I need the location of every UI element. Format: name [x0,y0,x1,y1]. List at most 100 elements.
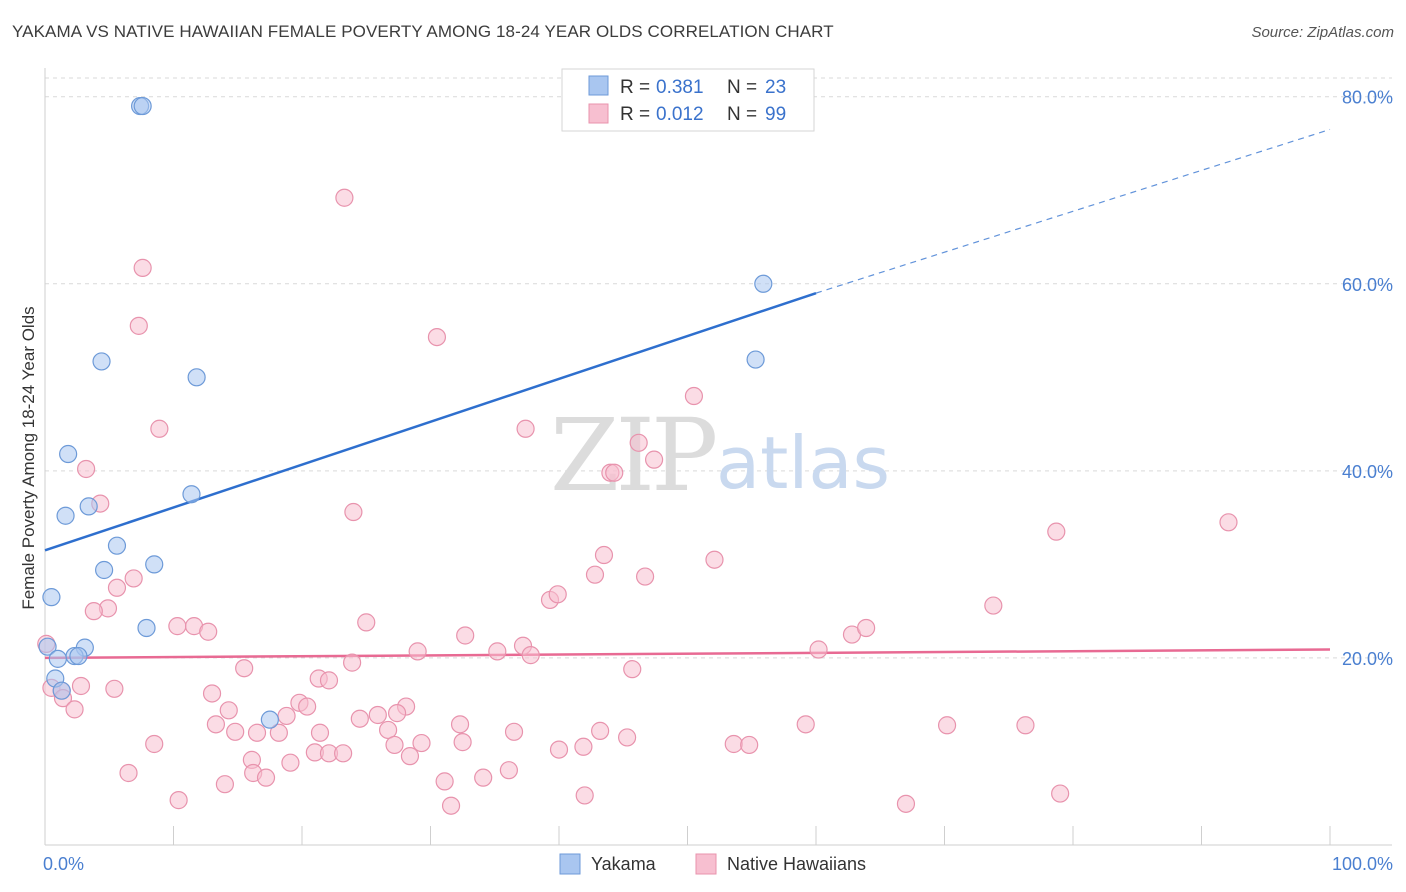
trend-line-1 [44,648,1331,660]
native-hawaiian-point-63 [310,723,330,742]
native-hawaiian-point-13 [344,502,363,522]
native-hawaiian-point-74 [453,733,472,752]
native-hawaiian-point-17 [705,550,724,569]
legend-n-value-native-hawaiians: 99 [765,104,786,125]
correlation-legend: R = 0.381 N = 23 R = 0.012 N = 99 [561,68,815,132]
native-hawaiian-point-20 [124,569,143,588]
yakama-point-7 [56,506,75,525]
legend-n-label-yakama: N = [727,77,757,98]
native-hawaiian-point-79 [740,735,759,755]
native-hawaiian-point-62 [269,723,288,742]
legend-r-value-native-hawaiians: 0.012 [656,104,704,125]
trend-lines [44,128,1331,660]
native-hawaiian-point-97 [1051,784,1070,803]
native-hawaiian-point-39 [343,653,362,672]
native-hawaiian-point-70 [1016,716,1035,735]
native-hawaiian-point-68 [796,715,815,734]
native-hawaiian-point-31 [456,626,475,645]
trend-line-0 [44,291,817,552]
native-hawaiian-point-3 [427,327,447,347]
source-credit: Source: ZipAtlas.com [1251,24,1394,41]
native-hawaiian-point-59 [206,715,226,734]
native-hawaiian-point-1 [133,258,152,277]
native-hawaiian-point-30 [199,622,218,641]
native-hawaiian-point-61 [247,723,267,742]
yakama-point-6 [79,497,98,516]
y-tick-label-40: 40.0% [1342,462,1393,482]
native-hawaiian-point-91 [474,768,493,787]
y-tick-label-60: 60.0% [1342,275,1393,295]
native-hawaiian-point-55 [277,706,296,726]
native-hawaiian-point-8 [644,450,664,469]
native-hawaiian-point-83 [400,747,420,766]
native-hawaiian-point-78 [724,734,743,754]
native-hawaiian-point-56 [368,705,387,725]
trend-line-extension-0 [815,128,1331,294]
watermark-zip: ZIP [550,397,715,514]
native-hawaiian-point-28 [168,617,187,636]
native-hawaiian-point-41 [623,660,642,679]
native-hawaiian-point-72 [385,735,404,755]
native-hawaiian-point-65 [450,715,470,734]
native-hawaiian-point-26 [84,602,103,621]
yakama-point-18 [52,681,71,700]
bottom-legend-swatch-yakama [559,853,581,875]
legend-swatch-native-hawaiians [588,103,609,124]
native-hawaiian-point-54 [219,701,238,720]
native-hawaiian-point-0 [335,188,354,207]
yakama-point-22 [69,646,88,666]
native-hawaiian-point-60 [226,722,245,741]
native-hawaiian-point-92 [215,775,234,794]
native-hawaiian-point-86 [499,761,518,780]
native-hawaiian-point-36 [488,642,507,661]
native-hawaiian-point-47 [105,679,124,698]
tick-labels: 20.0% 40.0% 60.0% 80.0% 0.0% 100.0% [43,88,1393,874]
yakama-point-8 [107,536,127,555]
native-hawaiian-point-37 [521,646,540,665]
native-hawaiian-point-19 [635,567,655,586]
legend-r-label-native-hawaiians: R = [620,104,650,125]
yakama-point-14 [38,637,57,656]
y-axis-title: Female Poverty Among 18-24 Year Olds [19,306,38,609]
native-hawaiian-point-75 [549,740,569,759]
native-hawaiian-point-14 [1047,522,1066,541]
x-tick-label-0: 0.0% [43,854,84,874]
yakama-point-2 [92,352,111,371]
yakama-point-19 [260,710,279,729]
native-hawaiian-point-82 [334,744,353,763]
native-hawaiian-point-64 [378,720,398,740]
native-hawaiian-point-57 [387,704,407,723]
native-hawaiian-point-76 [574,737,593,756]
native-hawaiian-point-69 [937,716,957,735]
native-hawaiian-point-96 [896,794,916,813]
native-hawaiian-point-21 [107,578,127,597]
yakama-point-11 [42,588,61,607]
native-hawaiian-point-44 [71,676,91,696]
native-hawaiian-point-2 [129,316,148,335]
native-hawaiian-point-23 [548,585,567,604]
yakama-point-12 [137,618,156,638]
yakama-point-10 [95,560,114,580]
native-hawaiian-point-15 [1219,513,1238,532]
legend-n-label-native-hawaiians: N = [727,104,757,125]
yakama-point-4 [59,444,78,464]
legend-swatch-yakama [588,75,609,96]
native-hawaiian-point-66 [504,722,524,741]
native-hawaiian-point-73 [412,733,431,753]
native-hawaiian-point-90 [435,772,454,791]
native-hawaiian-point-5 [150,419,169,438]
native-hawaiian-point-4 [684,386,704,406]
legend-r-label-yakama: R = [620,77,650,98]
series-legend: Yakama Native Hawaiians [559,853,866,875]
yakama-point-1 [133,96,152,116]
native-hawaiian-point-48 [202,684,222,703]
bottom-legend-label-yakama: Yakama [591,854,657,874]
native-hawaiian-point-35 [408,642,427,661]
yakama-point-3 [187,368,206,387]
yakama-point-20 [754,274,773,293]
native-hawaiian-point-40 [235,659,254,678]
native-hawaiian-point-71 [145,734,164,754]
native-hawaiian-point-94 [169,791,188,810]
native-hawaiian-point-89 [256,768,276,787]
